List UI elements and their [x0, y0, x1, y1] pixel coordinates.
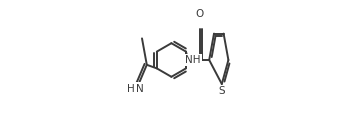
- Text: N: N: [136, 84, 143, 94]
- Text: S: S: [219, 86, 225, 96]
- Text: O: O: [195, 9, 204, 19]
- Text: NH: NH: [185, 55, 200, 65]
- Text: HO: HO: [127, 84, 143, 94]
